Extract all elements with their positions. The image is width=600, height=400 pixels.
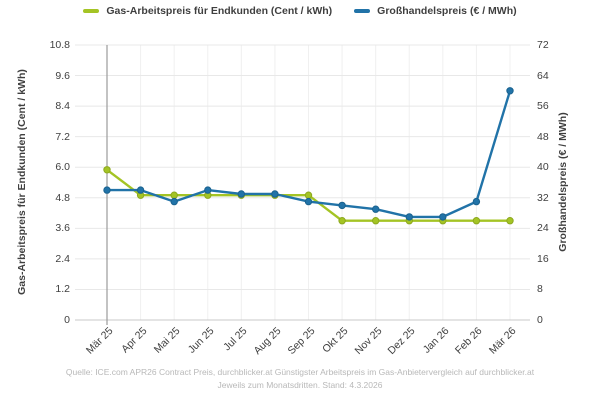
data-point-grosshandel [338, 201, 346, 210]
left-axis-tick: 6.0 [55, 161, 70, 174]
right-axis-tick: 8 [537, 283, 543, 296]
left-axis-tick: 3.6 [55, 222, 70, 235]
data-point-grosshandel [405, 213, 413, 221]
source-line-2: Jeweils zum Monatsdritten. Stand: 4.3.20… [217, 380, 383, 391]
left-axis-tick: 0 [64, 314, 70, 326]
data-point-grosshandel [170, 197, 178, 206]
data-point-endkunden [170, 191, 178, 199]
legend-label: Gas-Arbeitspreis für Endkunden (Cent / k… [106, 5, 333, 17]
source-line-1: Quelle: ICE.com APR26 Contract Preis, du… [65, 366, 535, 377]
data-point-grosshandel [304, 197, 313, 206]
right-axis-tick: 72 [537, 39, 549, 51]
legend-marker-icon [354, 9, 371, 13]
data-point-endkunden [103, 166, 111, 174]
data-point-grosshandel [103, 186, 111, 194]
data-point-grosshandel [506, 87, 514, 95]
right-axis-tick: 0 [537, 314, 543, 326]
right-axis-tick: 40 [537, 161, 549, 174]
left-axis-tick: 4.8 [55, 191, 70, 204]
left-axis-tick: 8.4 [55, 100, 70, 113]
data-point-endkunden [372, 217, 380, 225]
data-point-grosshandel [271, 190, 279, 198]
right-axis-tick: 16 [537, 252, 549, 265]
source-footnote: Quelle: ICE.com APR26 Contract Preis, du… [0, 366, 600, 393]
right-axis-tick: 64 [537, 69, 549, 82]
right-axis-tick: 56 [537, 100, 549, 113]
legend: Gas-Arbeitspreis für Endkunden (Cent / k… [0, 5, 600, 17]
left-axis-tick: 10.8 [49, 39, 70, 51]
data-point-grosshandel [372, 205, 380, 213]
data-point-grosshandel [439, 213, 447, 221]
left-axis-tick: 7.2 [55, 130, 70, 143]
left-axis-tick: 2.4 [55, 252, 70, 265]
right-axis-tick: 48 [537, 130, 549, 143]
right-axis-tick: 24 [537, 222, 549, 235]
legend-label: Großhandelspreis (€ / MWh) [377, 5, 517, 17]
data-point-grosshandel [204, 186, 212, 194]
left-axis-tick: 9.6 [55, 69, 70, 82]
data-point-endkunden [338, 217, 346, 225]
right-axis-tick: 32 [537, 191, 549, 204]
data-point-grosshandel [472, 197, 481, 206]
left-axis-tick: 1.2 [55, 283, 70, 296]
data-point-endkunden [506, 217, 514, 225]
data-point-endkunden [304, 191, 313, 199]
data-point-endkunden [472, 217, 481, 225]
legend-item-endkunden[interactable]: Gas-Arbeitspreis für Endkunden (Cent / k… [83, 5, 332, 17]
data-point-grosshandel [237, 190, 246, 198]
legend-item-grosshandel[interactable]: Großhandelspreis (€ / MWh) [354, 5, 517, 17]
data-point-grosshandel [136, 186, 145, 194]
legend-marker-icon [83, 9, 100, 13]
